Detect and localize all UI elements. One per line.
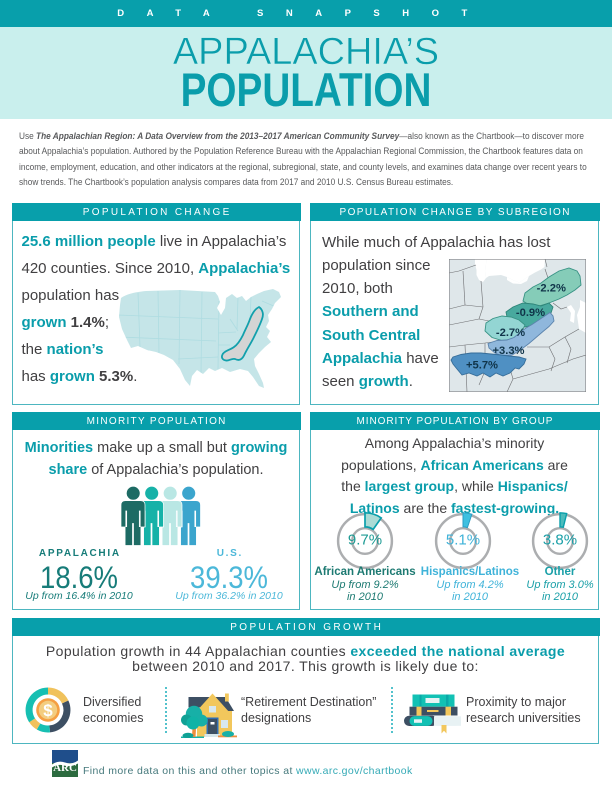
svg-text:5.1%: 5.1%: [445, 531, 479, 548]
svg-text:$: $: [43, 701, 53, 720]
svg-text:-2.2%: -2.2%: [537, 282, 566, 294]
svg-text:-0.9%: -0.9%: [516, 307, 545, 319]
svg-text:-2.7%: -2.7%: [496, 327, 525, 339]
svg-text:3.8%: 3.8%: [543, 531, 577, 548]
svg-text:9.7%: 9.7%: [348, 531, 382, 548]
svg-text:+3.3%: +3.3%: [492, 345, 524, 357]
svg-text:+5.7%: +5.7%: [466, 360, 498, 372]
